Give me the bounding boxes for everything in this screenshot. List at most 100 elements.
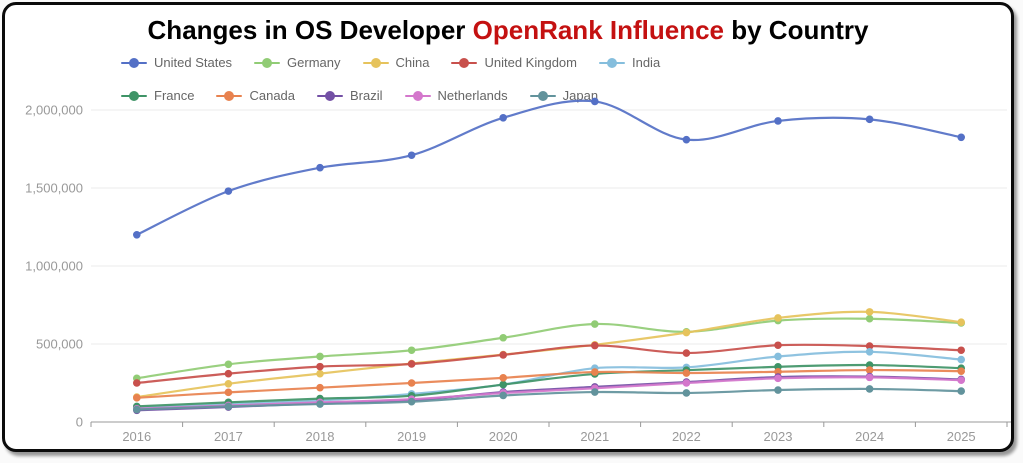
data-point-germany-2017 bbox=[224, 360, 233, 369]
legend-label: India bbox=[631, 55, 661, 70]
legend-item-netherlands[interactable]: Netherlands bbox=[404, 88, 508, 103]
legend-marker-brazil bbox=[317, 90, 344, 101]
data-point-china-2025 bbox=[957, 318, 965, 326]
data-point-japan-2021 bbox=[591, 388, 599, 396]
series-united-states bbox=[133, 97, 965, 239]
data-point-japan-2024 bbox=[865, 385, 874, 393]
legend-label: China bbox=[395, 55, 430, 70]
data-point-canada-2016 bbox=[133, 394, 141, 402]
y-tick-label: 2,000,000 bbox=[25, 103, 83, 118]
data-point-united-kingdom-2017 bbox=[224, 369, 233, 378]
y-tick-label: 500,000 bbox=[36, 337, 83, 352]
data-point-india-2023 bbox=[774, 352, 782, 361]
data-point-united-kingdom-2024 bbox=[865, 342, 874, 350]
legend-marker-india bbox=[598, 57, 625, 68]
legend-label: Japan bbox=[562, 88, 599, 103]
data-point-china-2022 bbox=[682, 328, 691, 337]
data-point-united-states-2016 bbox=[133, 231, 141, 239]
legend-label: Brazil bbox=[350, 88, 383, 103]
data-point-united-kingdom-2022 bbox=[682, 349, 691, 357]
data-point-canada-2020 bbox=[499, 374, 508, 382]
legend-marker-united-states bbox=[121, 57, 147, 68]
legend-marker-germany bbox=[254, 57, 281, 68]
legend-item-china[interactable]: China bbox=[362, 55, 430, 70]
x-tick-label-2017: 2017 bbox=[214, 429, 243, 444]
x-tick-label-2016: 2016 bbox=[122, 429, 151, 444]
series-line-canada bbox=[136, 368, 962, 399]
data-point-china-2023 bbox=[774, 314, 782, 322]
x-tick-label-2018: 2018 bbox=[306, 429, 335, 444]
data-point-germany-2019 bbox=[407, 346, 416, 355]
data-point-canada-2024 bbox=[865, 366, 874, 374]
data-point-united-states-2020 bbox=[499, 114, 508, 122]
data-point-united-states-2019 bbox=[407, 151, 416, 160]
x-tick-label-2022: 2022 bbox=[672, 429, 701, 444]
series-line-china bbox=[136, 310, 962, 399]
legend-marker-united-kingdom bbox=[451, 57, 478, 68]
data-point-india-2025 bbox=[957, 355, 965, 364]
x-tick-label-2024: 2024 bbox=[855, 429, 884, 444]
legend-item-japan[interactable]: Japan bbox=[529, 88, 599, 103]
legend-item-united-kingdom[interactable]: United Kingdom bbox=[451, 55, 577, 70]
data-point-japan-2016 bbox=[133, 405, 141, 414]
x-tick-label-2021: 2021 bbox=[580, 429, 609, 444]
data-point-germany-2021 bbox=[591, 320, 599, 328]
legend-label: France bbox=[154, 88, 195, 103]
data-point-canada-2023 bbox=[774, 367, 782, 376]
data-point-united-states-2025 bbox=[957, 133, 965, 142]
data-point-france-2020 bbox=[499, 380, 508, 389]
data-point-united-kingdom-2020 bbox=[499, 351, 508, 359]
data-point-united-kingdom-2023 bbox=[774, 341, 782, 350]
data-point-netherlands-2022 bbox=[682, 379, 691, 387]
x-tick-label-2025: 2025 bbox=[947, 429, 976, 444]
y-tick-label: 1,000,000 bbox=[25, 259, 83, 274]
legend-label: Germany bbox=[287, 55, 341, 70]
chart-legend: United States Germany China United Kingdom I… bbox=[121, 55, 881, 103]
data-point-japan-2020 bbox=[499, 391, 508, 400]
data-point-united-kingdom-2019 bbox=[407, 360, 416, 368]
y-tick-label: 1,500,000 bbox=[25, 181, 83, 196]
legend-item-france[interactable]: France bbox=[121, 88, 194, 103]
title-highlight: OpenRank Influence bbox=[472, 15, 725, 45]
page-title: Changes in OS Developer OpenRank Influen… bbox=[5, 15, 1011, 46]
series-canada bbox=[133, 366, 965, 402]
legend-item-india[interactable]: India bbox=[598, 55, 661, 70]
data-point-germany-2020 bbox=[499, 333, 508, 342]
data-point-united-kingdom-2018 bbox=[316, 362, 324, 371]
data-point-canada-2022 bbox=[682, 369, 691, 377]
data-point-china-2024 bbox=[865, 308, 874, 316]
data-point-united-states-2024 bbox=[865, 115, 874, 124]
data-point-united-kingdom-2021 bbox=[591, 341, 599, 350]
legend-item-canada[interactable]: Canada bbox=[216, 88, 295, 103]
title-suffix: by Country bbox=[724, 15, 869, 45]
data-point-canada-2017 bbox=[224, 388, 233, 397]
legend-label: Netherlands bbox=[437, 88, 508, 103]
legend-item-united-states[interactable]: United States bbox=[121, 55, 232, 70]
data-point-japan-2018 bbox=[316, 400, 324, 408]
data-point-canada-2025 bbox=[957, 367, 965, 375]
data-point-china-2017 bbox=[224, 379, 233, 388]
legend-label: Canada bbox=[249, 88, 296, 103]
series-line-japan bbox=[136, 387, 962, 411]
data-point-united-states-2023 bbox=[774, 117, 782, 125]
data-point-canada-2019 bbox=[407, 379, 416, 387]
x-tick-label-2020: 2020 bbox=[489, 429, 518, 444]
data-point-japan-2023 bbox=[774, 386, 782, 394]
legend-label: United Kingdom bbox=[484, 55, 577, 70]
series-line-united-states bbox=[136, 99, 962, 236]
data-point-netherlands-2025 bbox=[957, 376, 965, 384]
data-point-japan-2025 bbox=[957, 387, 965, 395]
data-point-japan-2019 bbox=[407, 397, 416, 406]
legend-item-brazil[interactable]: Brazil bbox=[317, 88, 383, 103]
data-point-netherlands-2024 bbox=[865, 373, 874, 382]
series-line-germany bbox=[136, 317, 962, 380]
data-point-netherlands-2023 bbox=[774, 374, 782, 383]
legend-marker-china bbox=[362, 57, 389, 68]
data-point-united-kingdom-2025 bbox=[957, 346, 965, 355]
data-point-united-states-2022 bbox=[682, 135, 691, 144]
y-tick-label: 0 bbox=[76, 415, 83, 430]
legend-marker-canada bbox=[216, 90, 243, 101]
data-point-united-states-2018 bbox=[316, 163, 324, 172]
legend-item-germany[interactable]: Germany bbox=[254, 55, 341, 70]
screenshot-frame: Changes in OS Developer OpenRank Influen… bbox=[2, 2, 1014, 452]
